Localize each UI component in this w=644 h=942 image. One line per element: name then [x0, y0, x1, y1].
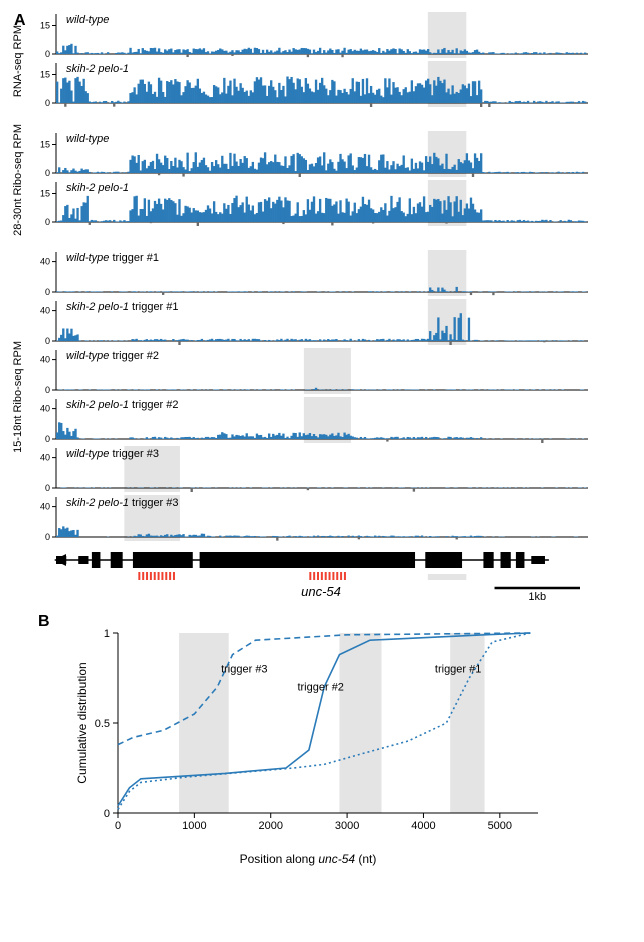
track-row: 0 40 wild-type trigger #1	[30, 250, 632, 296]
svg-text:4000: 4000	[411, 820, 435, 832]
track-label: skih-2 pelo-1 trigger #2	[66, 399, 179, 411]
track-label: skih-2 pelo-1 trigger #1	[66, 301, 179, 313]
panel-b-label: B	[38, 613, 644, 631]
svg-text:trigger #2: trigger #2	[297, 681, 343, 693]
svg-text:40: 40	[40, 256, 50, 266]
gene-model: unc-54 1kb	[30, 548, 632, 605]
svg-text:2000: 2000	[258, 820, 282, 832]
track-group: 15-18nt Ribo-seq RPM 0 40 wild-type trigger…	[12, 250, 632, 544]
track-row: 0 40 skih-2 pelo-1 trigger #2	[30, 397, 632, 443]
svg-text:0: 0	[45, 168, 50, 177]
svg-text:1kb: 1kb	[528, 591, 546, 600]
panel-b-xlabel: Position along unc-54 (nt)	[72, 852, 544, 866]
svg-text:1000: 1000	[182, 820, 206, 832]
svg-text:0: 0	[45, 217, 50, 226]
track-row: 0 40 skih-2 pelo-1 trigger #1	[30, 299, 632, 345]
svg-text:0.5: 0.5	[95, 718, 110, 730]
svg-text:unc-54: unc-54	[301, 584, 341, 599]
svg-text:0: 0	[45, 434, 50, 443]
svg-text:Cumulative distribution: Cumulative distribution	[75, 662, 89, 783]
svg-text:trigger #1: trigger #1	[435, 663, 481, 675]
track-group: RNA-seq RPM 0 15 wild-type 0 15 skih-2 pelo-1	[12, 12, 632, 110]
svg-text:40: 40	[40, 403, 50, 413]
group-ylabel: RNA-seq RPM	[12, 25, 30, 97]
svg-text:15: 15	[40, 188, 50, 198]
panel-b-chart: 01000200030004000500000.51trigger #1trig…	[72, 627, 632, 866]
group-ylabel: 15-18nt Ribo-seq RPM	[12, 341, 30, 453]
track-label: wild-type	[66, 14, 109, 26]
track-row: 0 15 skih-2 pelo-1	[30, 61, 632, 107]
svg-text:15: 15	[40, 70, 50, 80]
track-label: wild-type trigger #3	[66, 448, 159, 460]
svg-text:0: 0	[45, 287, 50, 296]
figure: ARNA-seq RPM015wild-type015skih-2 pelo-1…	[12, 12, 632, 866]
svg-text:40: 40	[40, 354, 50, 364]
track-row: 0 15 wild-type	[30, 12, 632, 58]
svg-text:15: 15	[40, 139, 50, 149]
track-label: skih-2 pelo-1 trigger #3	[66, 497, 179, 509]
track-label: skih-2 pelo-1	[66, 182, 129, 194]
track-row: 0 40 wild-type trigger #3	[30, 446, 632, 492]
track-row: 0 40 skih-2 pelo-1 trigger #3	[30, 495, 632, 541]
svg-text:0: 0	[45, 98, 50, 107]
track-row: 0 15 skih-2 pelo-1	[30, 180, 632, 226]
svg-text:trigger #3: trigger #3	[221, 663, 267, 675]
track-label: wild-type trigger #1	[66, 252, 159, 264]
svg-text:0: 0	[45, 532, 50, 541]
svg-text:0: 0	[45, 385, 50, 394]
svg-text:40: 40	[40, 501, 50, 511]
svg-text:0: 0	[45, 49, 50, 58]
svg-text:40: 40	[40, 452, 50, 462]
track-row: 0 40 wild-type trigger #2	[30, 348, 632, 394]
group-ylabel: 28-30nt Ribo-seq RPM	[12, 124, 30, 236]
track-row: 0 15 wild-type	[30, 131, 632, 177]
svg-text:5000: 5000	[488, 820, 512, 832]
svg-text:40: 40	[40, 305, 50, 315]
svg-text:3000: 3000	[335, 820, 359, 832]
svg-text:15: 15	[40, 21, 50, 31]
svg-text:0: 0	[115, 820, 121, 832]
svg-text:0: 0	[45, 483, 50, 492]
track-group: 28-30nt Ribo-seq RPM 0 15 wild-type 0 15 skih-…	[12, 124, 632, 236]
track-label: wild-type trigger #2	[66, 350, 159, 362]
svg-text:0: 0	[104, 808, 110, 820]
track-label: wild-type	[66, 133, 109, 145]
svg-text:0: 0	[45, 336, 50, 345]
track-label: skih-2 pelo-1	[66, 63, 129, 75]
